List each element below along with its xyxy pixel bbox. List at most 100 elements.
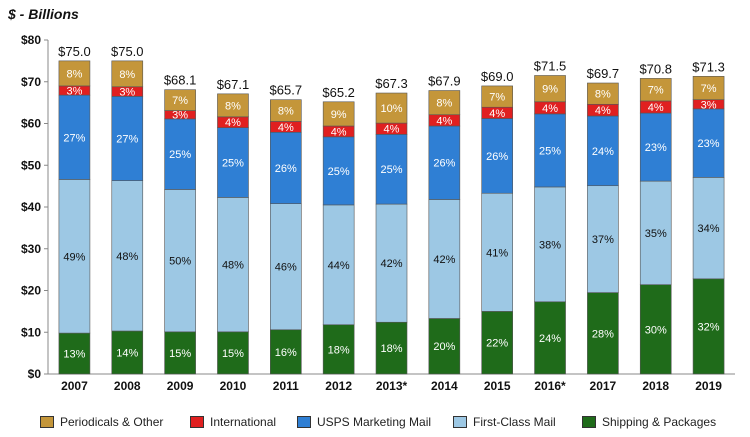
bar-segment: [534, 75, 566, 103]
bar-segment: [375, 203, 408, 323]
segment-label: 27%: [63, 132, 85, 144]
legend-item: Shipping & Packages: [582, 412, 716, 432]
y-tick-label: $10: [21, 325, 41, 339]
bar-segment: [692, 76, 725, 101]
segment-label: 49%: [63, 251, 85, 263]
x-tick-label: 2017: [590, 379, 617, 393]
legend-swatch: [190, 416, 204, 428]
legend-label: Shipping & Packages: [602, 415, 717, 429]
segment-label: 41%: [486, 247, 508, 259]
legend-item: Periodicals & Other: [40, 412, 163, 432]
segment-label: 10%: [380, 103, 402, 115]
bar-segment: [587, 292, 619, 375]
segment-label: 34%: [698, 223, 720, 235]
segment-label: 46%: [275, 262, 297, 274]
bar-segment: [639, 78, 672, 102]
total-label: $65.2: [322, 85, 355, 100]
legend-swatch: [453, 416, 467, 428]
bar-segment: [587, 82, 619, 105]
bar-segment: [164, 118, 196, 190]
bar-segment: [639, 284, 672, 375]
segment-label: 4%: [384, 124, 400, 136]
segment-label: 24%: [592, 146, 614, 158]
segment-label: 26%: [275, 163, 297, 175]
bar-segment: [164, 331, 196, 375]
segment-label: 42%: [380, 258, 402, 270]
segment-label: 18%: [328, 344, 350, 356]
segment-label: 13%: [63, 349, 85, 361]
legend-swatch: [297, 416, 311, 428]
bar-segment: [587, 185, 619, 293]
bar-segment: [375, 134, 408, 205]
x-tick-label: 2007: [61, 379, 88, 393]
segment-label: 8%: [66, 68, 82, 80]
segment-label: 4%: [278, 122, 294, 134]
bar-segment: [428, 199, 461, 319]
bar-segment: [270, 99, 302, 122]
bar-segment: [322, 136, 355, 206]
bar-segment: [428, 125, 461, 200]
segment-label: 25%: [222, 158, 244, 170]
bar-segment: [322, 101, 355, 127]
segment-label: 4%: [436, 115, 452, 127]
segment-label: 37%: [592, 234, 614, 246]
segment-label: 9%: [331, 109, 347, 121]
segment-label: 8%: [119, 69, 135, 81]
bar-segment: [270, 329, 302, 375]
bar-segment: [58, 179, 91, 334]
x-tick-label: 2012: [325, 379, 352, 393]
legend-label: International: [210, 415, 277, 429]
bar-segment: [111, 180, 144, 332]
total-label: $65.7: [270, 83, 303, 98]
segment-label: 42%: [433, 254, 455, 266]
segment-label: 7%: [701, 83, 717, 95]
segment-label: 4%: [489, 108, 505, 120]
legend-item: First-Class Mail: [453, 412, 556, 432]
segment-label: 27%: [116, 134, 138, 146]
bar-segment: [270, 131, 302, 204]
segment-label: 15%: [222, 348, 244, 360]
bar-segment: [322, 324, 355, 375]
y-tick-label: $50: [21, 158, 41, 172]
segment-label: 3%: [66, 86, 82, 98]
segment-label: 3%: [119, 87, 135, 99]
segment-label: 8%: [595, 89, 611, 101]
bar-segment: [481, 118, 513, 194]
segment-label: 30%: [645, 324, 667, 336]
segment-label: 50%: [169, 256, 191, 268]
segment-label: 4%: [595, 105, 611, 117]
y-axis-title: $ - Billions: [8, 6, 79, 22]
total-label: $70.8: [639, 61, 672, 76]
bar-segment: [58, 94, 91, 180]
segment-label: 25%: [169, 149, 191, 161]
legend-swatch: [40, 416, 54, 428]
bar-segment: [428, 90, 461, 116]
segment-label: 26%: [486, 151, 508, 163]
legend-item: International: [190, 412, 276, 432]
segment-label: 25%: [380, 164, 402, 176]
segment-label: 3%: [701, 99, 717, 111]
total-label: $69.0: [481, 69, 514, 84]
bar-segment: [217, 331, 249, 375]
x-tick-label: 2008: [114, 379, 141, 393]
segment-label: 7%: [172, 95, 188, 107]
total-label: $68.1: [164, 73, 197, 88]
legend-label: USPS Marketing Mail: [317, 415, 432, 429]
segment-label: 4%: [648, 102, 664, 114]
segment-label: 22%: [486, 338, 508, 350]
total-label: $67.3: [375, 76, 408, 91]
bar-segment: [164, 89, 196, 111]
x-tick-label: 2016*: [534, 379, 566, 393]
segment-label: 4%: [331, 126, 347, 138]
segment-label: 18%: [380, 343, 402, 355]
y-tick-label: $20: [21, 284, 41, 298]
x-tick-label: 2013*: [376, 379, 408, 393]
x-tick-label: 2015: [484, 379, 511, 393]
bar-segment: [481, 85, 513, 108]
segment-label: 44%: [328, 260, 350, 272]
bar-segment: [428, 318, 461, 375]
segment-label: 4%: [225, 117, 241, 129]
bar-segment: [322, 204, 355, 326]
x-tick-label: 2018: [642, 379, 669, 393]
segment-label: 9%: [542, 84, 558, 96]
